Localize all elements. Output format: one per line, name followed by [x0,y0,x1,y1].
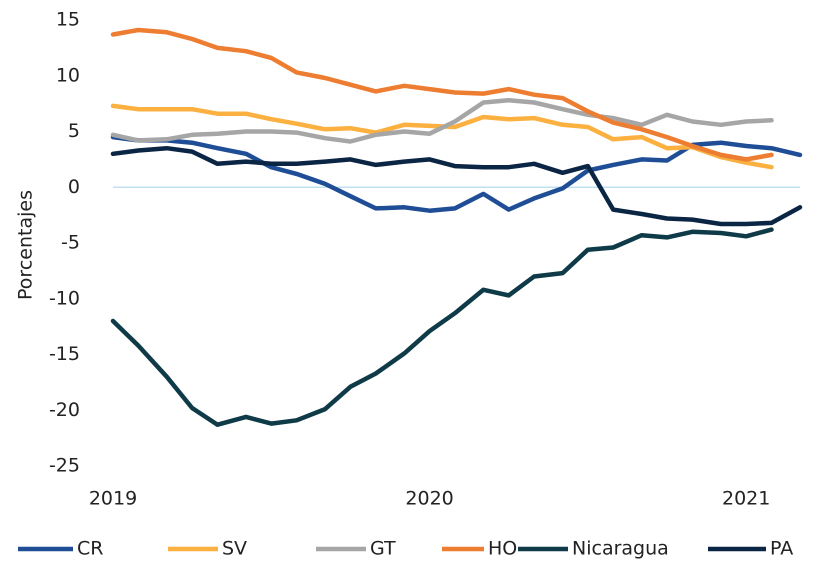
y-tick-label: -20 [49,399,80,421]
series-line [110,145,803,227]
y-tick-label: 15 [56,9,80,31]
series-line [110,134,803,213]
y-tick-label: -15 [49,343,80,365]
legend-label: CR [77,538,103,560]
y-tick-label: 5 [68,120,80,142]
y-tick-label: 10 [56,64,80,86]
x-tick-label: 2021 [722,488,770,510]
y-tick-label: -25 [49,455,80,477]
legend-label: GT [370,538,396,560]
series-line [110,227,774,427]
legend-label: PA [770,538,793,560]
y-tick-label: 0 [68,176,80,198]
legend-label: SV [222,538,247,560]
x-tick-label: 2019 [89,488,137,510]
y-tick-label: -5 [61,232,80,254]
legend-label: HO [488,538,517,560]
x-tick-label: 2020 [405,488,453,510]
legend-label: Nicaragua [572,538,669,560]
y-axis-label: Porcentajes [15,190,37,300]
series-line [110,27,774,162]
y-tick-label: -10 [49,287,80,309]
series-line [110,98,774,144]
